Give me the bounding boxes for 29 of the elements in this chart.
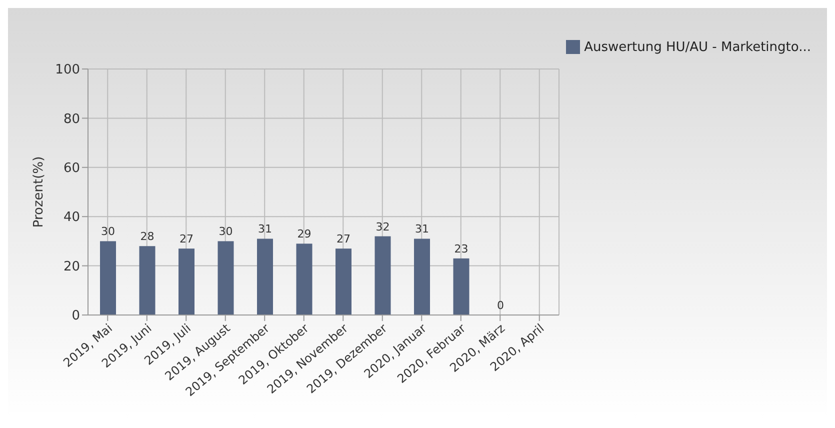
legend-label: Auswertung HU/AU - Marketingto... (584, 40, 811, 55)
bar (218, 241, 234, 315)
data-label: 0 (497, 299, 504, 312)
y-tick-label: 20 (63, 259, 80, 274)
data-label: 32 (376, 220, 390, 234)
bar (414, 238, 430, 315)
bar (139, 246, 156, 315)
data-label: 31 (258, 222, 272, 236)
y-tick-label: 60 (63, 161, 80, 176)
data-label: 27 (336, 232, 350, 246)
data-label: 30 (101, 225, 115, 238)
y-tick-label: 0 (72, 308, 80, 324)
data-label: 28 (140, 230, 154, 244)
bar (296, 244, 312, 315)
bar (178, 248, 194, 315)
data-label: 29 (297, 228, 312, 241)
data-label: 27 (180, 232, 194, 246)
bar (336, 248, 352, 315)
y-axis-title: Prozent(%) (32, 156, 47, 228)
data-label: 30 (218, 225, 233, 238)
y-tick-label: 40 (63, 210, 80, 226)
bar (100, 241, 116, 315)
y-tick-label: 80 (63, 112, 80, 127)
y-tick-label: 100 (55, 62, 80, 78)
bar (374, 236, 391, 315)
data-label: 31 (415, 222, 429, 236)
bar (257, 238, 273, 315)
bar (453, 258, 470, 315)
data-label: 23 (454, 242, 468, 256)
